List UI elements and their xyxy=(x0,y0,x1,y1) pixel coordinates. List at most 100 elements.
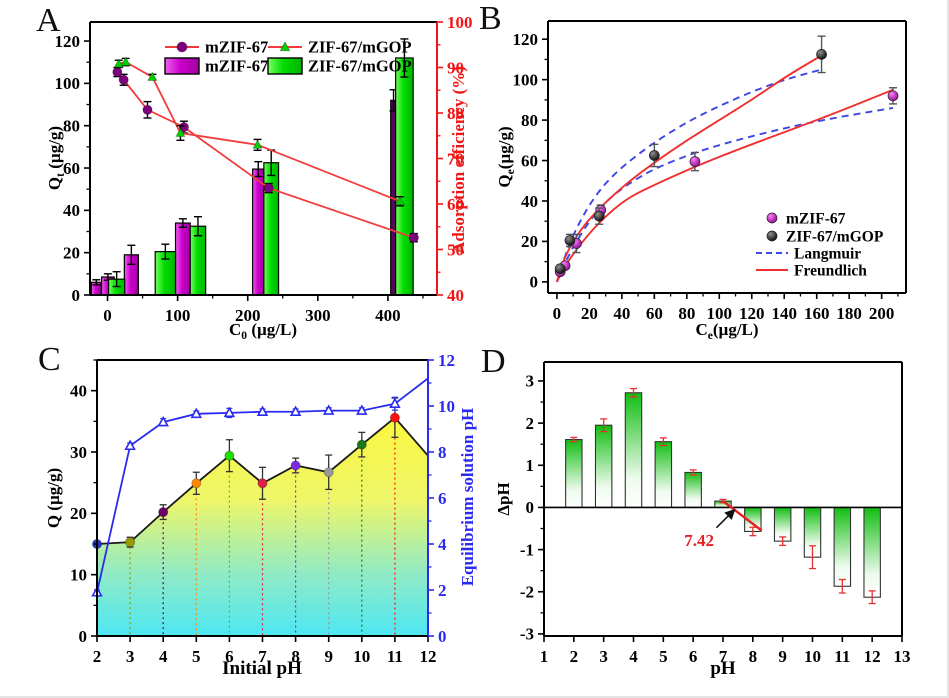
svg-text:200: 200 xyxy=(869,304,895,323)
panel-d-label: D xyxy=(481,343,506,380)
svg-text:0: 0 xyxy=(79,627,88,646)
svg-text:40: 40 xyxy=(521,192,538,211)
svg-text:80: 80 xyxy=(678,304,695,323)
svg-text:20: 20 xyxy=(63,243,80,262)
svg-text:ZIF-67/mGOP: ZIF-67/mGOP xyxy=(308,57,412,76)
svg-text:120: 120 xyxy=(55,32,81,51)
svg-text:120: 120 xyxy=(513,30,539,49)
svg-text:5: 5 xyxy=(659,647,668,666)
panel-B-plot: 0 20 40 60 80 100 120 140 160 180 200 0 20 40 60 80 100 1… xyxy=(513,20,907,323)
svg-text:120: 120 xyxy=(739,304,765,323)
svg-text:9: 9 xyxy=(778,647,787,666)
svg-text:-3: -3 xyxy=(520,625,534,644)
svg-text:11: 11 xyxy=(387,647,403,666)
svg-text:2: 2 xyxy=(570,647,579,666)
panel-A-series-mZIF-67-efficiency xyxy=(112,66,419,243)
panel-D-series-delta-pH-bars xyxy=(565,387,881,605)
svg-text:2: 2 xyxy=(438,581,447,600)
svg-text:9: 9 xyxy=(324,647,333,666)
svg-text:40: 40 xyxy=(63,201,80,220)
svg-text:Freundlich: Freundlich xyxy=(794,262,867,279)
svg-text:4: 4 xyxy=(629,647,638,666)
svg-text:10: 10 xyxy=(804,647,821,666)
svg-text:30: 30 xyxy=(70,443,87,462)
svg-text:80: 80 xyxy=(521,111,538,130)
svg-text:Langmuir: Langmuir xyxy=(794,245,861,262)
svg-text:10: 10 xyxy=(438,397,455,416)
panel-C-series-Q-vs-initial-pH xyxy=(92,397,429,636)
svg-text:11: 11 xyxy=(834,647,850,666)
svg-text:3: 3 xyxy=(599,647,608,666)
svg-text:40: 40 xyxy=(447,286,464,305)
svg-text:100: 100 xyxy=(447,13,473,32)
panel-B-series-Langmuir-ZIF-67-mGOP xyxy=(556,68,822,283)
svg-text:mZIF-67: mZIF-67 xyxy=(786,210,846,227)
svg-text:100: 100 xyxy=(513,70,539,89)
svg-text:70: 70 xyxy=(447,149,464,168)
svg-text:6: 6 xyxy=(689,647,698,666)
panel-b-label: B xyxy=(479,0,502,37)
svg-text:0: 0 xyxy=(553,304,562,323)
panel-a-right-axis-title: Adsorption efficiency (%) xyxy=(449,66,468,254)
panel-a-xaxis-title: C0 (µg/L) xyxy=(229,319,297,343)
svg-text:20: 20 xyxy=(521,232,538,251)
panel-c-yaxis-title: Q (µg/g) xyxy=(44,467,63,529)
svg-text:8: 8 xyxy=(749,647,758,666)
panel-C-series-equilibrium-pH xyxy=(91,377,429,597)
svg-text:40: 40 xyxy=(70,381,87,400)
svg-text:20: 20 xyxy=(70,504,87,523)
panel-d-xaxis-title: pH xyxy=(710,658,736,679)
svg-text:7: 7 xyxy=(258,647,267,666)
svg-text:13: 13 xyxy=(894,647,911,666)
svg-text:12: 12 xyxy=(438,351,455,370)
svg-text:7.42: 7.42 xyxy=(684,531,714,550)
panel-B-series-Freundlich-mZIF-67 xyxy=(556,88,894,283)
svg-text:10: 10 xyxy=(70,565,87,584)
svg-text:0: 0 xyxy=(526,498,535,517)
svg-text:80: 80 xyxy=(63,116,80,135)
svg-text:100: 100 xyxy=(707,304,733,323)
svg-text:2: 2 xyxy=(93,647,102,666)
svg-text:200: 200 xyxy=(235,306,261,325)
svg-text:0: 0 xyxy=(530,273,539,292)
svg-text:160: 160 xyxy=(804,304,830,323)
svg-text:140: 140 xyxy=(771,304,797,323)
svg-text:4: 4 xyxy=(159,647,168,666)
svg-text:50: 50 xyxy=(447,240,464,259)
svg-text:300: 300 xyxy=(305,306,331,325)
svg-text:60: 60 xyxy=(63,159,80,178)
svg-text:5: 5 xyxy=(192,647,201,666)
panel-A-plot: 0 100 200 300 400 0 20 40 60 80 100 120 40 50 60 70 80 90… xyxy=(55,13,473,325)
svg-text:100: 100 xyxy=(55,74,81,93)
svg-text:400: 400 xyxy=(375,306,401,325)
svg-text:7: 7 xyxy=(719,647,728,666)
panel-c-right-axis-title: Equilibrium solution pH xyxy=(458,407,477,587)
panel-d-yaxis-title: ΔpH xyxy=(494,482,513,516)
svg-text:8: 8 xyxy=(291,647,300,666)
svg-text:60: 60 xyxy=(646,304,663,323)
svg-text:2: 2 xyxy=(526,414,535,433)
svg-text:100: 100 xyxy=(165,306,191,325)
svg-text:60: 60 xyxy=(447,195,464,214)
svg-text:1: 1 xyxy=(526,456,535,475)
panel-c-label: C xyxy=(38,341,61,378)
svg-text:40: 40 xyxy=(613,304,630,323)
svg-text:1: 1 xyxy=(540,647,549,666)
svg-text:-2: -2 xyxy=(520,583,534,602)
svg-text:ZIF-67/mGOP: ZIF-67/mGOP xyxy=(308,38,412,57)
svg-text:90: 90 xyxy=(447,58,464,77)
panel-b-xaxis-title: Ce(µg/L) xyxy=(695,319,759,343)
svg-text:-1: -1 xyxy=(520,540,534,559)
panel-a-yaxis-title: Qt (µg/g) xyxy=(44,125,68,191)
svg-text:4: 4 xyxy=(438,535,447,554)
panel-A-legend: mZIF-67 ZIF-67/mGOP mZIF-67 ZIF-67/mGOP xyxy=(164,38,412,76)
svg-text:12: 12 xyxy=(420,647,437,666)
panel-A-series-mZIF-67-bars xyxy=(90,89,398,296)
svg-text:0: 0 xyxy=(103,306,112,325)
svg-text:80: 80 xyxy=(447,104,464,123)
svg-text:60: 60 xyxy=(521,151,538,170)
